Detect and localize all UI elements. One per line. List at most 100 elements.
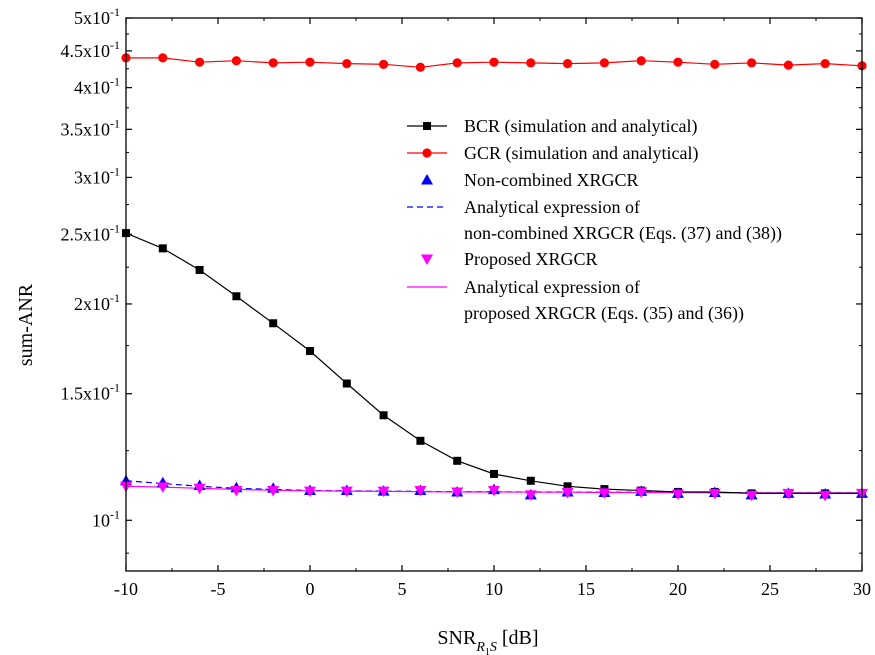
y-tick-mantissa: 1.5x10	[61, 384, 111, 404]
y-tick-label: 1.5x10-1	[61, 381, 121, 404]
data-point	[232, 292, 241, 301]
y-tick-exponent: -1	[110, 291, 120, 305]
x-tick-label: 25	[761, 579, 779, 599]
series-5	[120, 481, 868, 502]
y-tick-label: 2.5x10-1	[61, 221, 121, 244]
data-point	[526, 58, 536, 68]
legend-marker	[421, 254, 433, 265]
data-point	[635, 487, 648, 498]
data-point	[195, 57, 205, 67]
data-point	[598, 488, 611, 499]
y-tick-label: 3.5x10-1	[61, 116, 121, 139]
y-tick-mantissa: 4.5x10	[61, 41, 111, 61]
legend-item-4: Analytical expression of non-combined XRG…	[407, 197, 782, 244]
legend-label: Analytical expression of	[464, 197, 640, 217]
data-point	[708, 488, 721, 500]
y-tick-mantissa: 2x10	[74, 294, 110, 314]
legend-item-3: Non-combined XRGCR	[421, 170, 639, 190]
data-point	[747, 58, 757, 68]
data-point	[156, 482, 169, 493]
data-point	[379, 59, 389, 69]
x-tick-label: 20	[669, 579, 687, 599]
series-layer	[120, 53, 868, 502]
legend-item-1: BCR (simulation and analytical)	[407, 116, 697, 137]
data-point	[710, 59, 720, 69]
y-tick-mantissa: 10	[92, 510, 110, 530]
y-tick-mantissa: 3x10	[74, 167, 110, 187]
x-tick-label: -5	[211, 579, 226, 599]
y-tick-exponent: -1	[110, 75, 120, 89]
series-line	[125, 232, 862, 494]
data-point	[782, 488, 795, 500]
series-1	[122, 229, 866, 498]
data-point	[745, 490, 758, 502]
data-point	[599, 58, 610, 68]
y-tick-exponent: -1	[110, 221, 120, 235]
data-point	[158, 53, 168, 63]
y-tick-exponent: -1	[110, 381, 120, 395]
data-point	[636, 56, 646, 66]
legend-marker	[421, 174, 433, 185]
data-point	[416, 436, 425, 445]
y-tick-mantissa: 2.5x10	[61, 224, 111, 244]
data-point	[342, 379, 351, 388]
legend-label: non-combined XRGCR (Eqs. (37) and (38))	[464, 223, 782, 244]
data-point	[453, 456, 462, 465]
x-label-main: SNR	[437, 627, 477, 649]
data-point	[195, 265, 204, 274]
legend-marker	[422, 148, 432, 158]
legend-label: GCR (simulation and analytical)	[464, 143, 698, 164]
x-label-subsub: 1	[485, 647, 490, 655]
data-point	[158, 244, 167, 253]
y-tick-label: 2x10-1	[74, 291, 120, 314]
legend-label: BCR (simulation and analytical)	[464, 116, 697, 137]
data-point	[193, 483, 206, 495]
y-tick-mantissa: 4x10	[74, 78, 110, 98]
y-tick-mantissa: 5x10	[74, 8, 110, 28]
series-2	[121, 53, 867, 72]
legend-item-5: Proposed XRGCR	[421, 249, 598, 269]
y-tick-exponent: -1	[110, 5, 120, 19]
data-point	[672, 489, 684, 500]
x-tick-label: 30	[853, 579, 871, 599]
y-tick-label: 4x10-1	[74, 75, 120, 98]
y-tick-exponent: -1	[110, 116, 120, 130]
y-tick-label: 10-1	[92, 507, 120, 530]
x-tick-label: 5	[398, 579, 407, 599]
x-label-subtail: S	[490, 640, 497, 655]
data-point	[563, 59, 573, 69]
legend-item-2: GCR (simulation and analytical)	[407, 143, 698, 164]
data-point	[415, 62, 425, 72]
x-tick-label: 0	[306, 579, 315, 599]
data-point	[377, 486, 390, 498]
legend-label: proposed XRGCR (Eqs. (35) and (36))	[464, 303, 744, 324]
y-tick-exponent: -1	[110, 164, 120, 178]
data-point	[304, 486, 316, 498]
data-point	[524, 490, 537, 501]
y-tick-exponent: -1	[110, 38, 120, 52]
legend-label: Non-combined XRGCR	[464, 170, 639, 190]
y-tick-mantissa: 3.5x10	[61, 119, 111, 139]
data-point	[306, 347, 314, 356]
data-point	[673, 57, 683, 67]
y-tick-label: 5x10-1	[74, 5, 120, 28]
data-point	[526, 476, 535, 485]
x-label-unit: [dB]	[497, 627, 539, 649]
x-tick-label: -10	[114, 579, 138, 599]
data-point	[379, 411, 388, 420]
data-point	[490, 469, 498, 478]
data-point	[340, 486, 353, 498]
y-axis-label: sum-ANR	[15, 283, 37, 366]
data-point	[414, 486, 427, 497]
data-point	[268, 58, 278, 68]
data-point	[820, 59, 830, 69]
legend: BCR (simulation and analytical) GCR (simu…	[407, 116, 782, 324]
data-point	[305, 57, 315, 67]
legend-item-6: Analytical expression of proposed XRGCR (…	[407, 277, 744, 324]
x-axis-label: SNRR1S [dB]	[437, 627, 538, 655]
data-point	[452, 58, 462, 68]
data-point	[230, 486, 243, 497]
data-point	[489, 57, 499, 67]
data-point	[231, 56, 241, 66]
